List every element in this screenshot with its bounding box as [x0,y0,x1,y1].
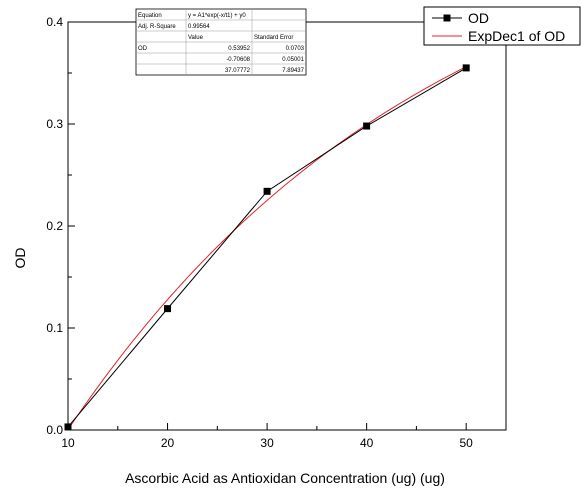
x-tick-label: 30 [260,436,274,450]
table-cell: OD [138,46,148,52]
plot-area: 10 20 30 40 50 0.0 0.1 0.2 0.3 0.4 [46,15,507,450]
y-tick-label: 0.4 [46,15,63,29]
table-cell: 0.05001 [282,57,304,63]
table-cell: 0.53952 [228,46,250,52]
table-cell: 0.0703 [286,46,305,52]
table-cell: y = A1*exp(-x/t1) + y0 [188,13,246,19]
x-tick-label: 20 [161,436,175,450]
data-line [67,67,467,428]
table-cell: 0.99564 [188,24,210,30]
table-cell: Adj. R-Square [138,24,176,30]
x-axis-title: Ascorbic Acid as Antioxidan Concentratio… [125,470,445,486]
legend-marker-od [443,14,451,22]
table-cell: Equation [138,13,162,19]
legend: OD ExpDec1 of OD [423,6,581,46]
data-point [462,64,470,72]
table-cell: 7.89437 [282,68,304,74]
y-tick-label: 0.2 [46,219,63,233]
data-point [363,122,371,130]
y-tick-label: 0.1 [46,321,63,335]
data-point [64,423,72,431]
x-tick-label: 40 [360,436,374,450]
table-cell: Value [188,35,204,41]
data-point [164,305,172,313]
legend-label-od: OD [468,10,489,26]
table-cell: Standard Error [254,35,293,41]
y-axis-title: OD [12,248,28,269]
y-tick-label: 0.0 [46,423,63,437]
legend-box [423,6,581,46]
table-cell: -0.70608 [226,57,250,63]
y-tick-label: 0.3 [46,117,63,131]
x-tick-label: 50 [460,436,474,450]
table-cell: 37.07772 [225,68,251,74]
legend-label-fit: ExpDec1 of OD [468,28,565,44]
fit-parameter-table: Equation y = A1*exp(-x/t1) + y0 Adj. R-Squ… [135,8,307,76]
x-tick-label: 10 [61,436,75,450]
data-point [263,187,271,195]
fit-curve [67,66,467,430]
